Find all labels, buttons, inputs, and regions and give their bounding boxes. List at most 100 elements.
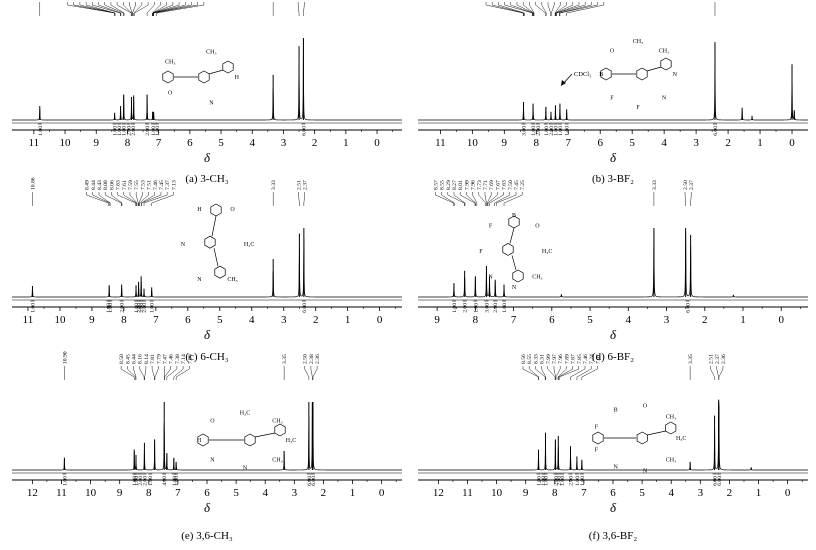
spectrum-panel-a: 1.00 1.001.001.002.002.00 2.00 1.001.00 6.00…	[12, 2, 402, 185]
molecule-atom-label: H₃C	[244, 242, 254, 248]
peak-label-leader	[486, 192, 492, 206]
molecule-atom-label: CH₃	[272, 458, 282, 464]
x-tick-label: 0	[785, 487, 791, 499]
ring-bond	[222, 60, 234, 74]
peak-label: 7.51	[147, 180, 153, 190]
chain-bond	[213, 248, 219, 267]
x-tick-label: 0	[778, 314, 784, 326]
peak-label-leader	[85, 2, 116, 16]
integration-value: 1.00	[560, 476, 566, 486]
molecule-atom-label: F	[610, 95, 614, 101]
x-tick-label: 6	[204, 487, 210, 499]
peak-label: 7.46	[583, 354, 589, 364]
peak-label-leader	[496, 192, 517, 206]
peak-label: 7.67	[495, 180, 501, 190]
integration-value: 2.00	[536, 126, 542, 136]
molecule-atom-label: CH₃	[165, 59, 175, 65]
peak-label: 7.96	[558, 354, 564, 364]
molecule-atom-label: B	[512, 213, 516, 219]
spectrum-panel-d: 1.00 2.00 1.00 3.00 2.00 1.00 6.009 8 7 6 5 4 3 2 1 0δ(…	[418, 180, 808, 363]
peak-label: 7.13	[171, 180, 177, 190]
molecule-atom-label: H₃C	[542, 249, 552, 255]
molecule-atom-label: CH₃	[272, 418, 282, 424]
x-tick-label: 11	[435, 137, 446, 149]
integration-value: 2.00	[138, 476, 144, 486]
integration-value: 2.00	[556, 476, 562, 486]
molecule-atom-label: N	[512, 285, 517, 291]
peak-label: 2.37	[689, 180, 695, 190]
peak-label: 2.37	[303, 180, 309, 190]
integration-value: 1.00	[155, 126, 161, 136]
peak-label-leader	[529, 2, 535, 16]
integration-value: 1.00	[580, 476, 586, 486]
peak-label: 8.44	[131, 354, 137, 364]
peak-label: 8.57	[433, 180, 439, 190]
peak-label-leader	[104, 2, 124, 16]
peak-label-leader	[447, 192, 465, 206]
peak-label: 8.08	[103, 180, 109, 190]
integration-value: 1.00	[502, 303, 508, 313]
x-tick-label: 4	[626, 314, 632, 326]
peak-label-leader	[143, 192, 168, 206]
peak-label-leader	[297, 2, 300, 16]
molecule-atom-label: O	[210, 418, 215, 424]
integration-value: 3.00	[484, 303, 490, 313]
peak-label-leader	[104, 192, 122, 206]
peak-label: 7.71	[483, 180, 489, 190]
x-tick-label: 8	[552, 487, 558, 499]
molecule-atom-label: N	[197, 277, 202, 283]
integration-value: 1.00	[30, 303, 36, 313]
peak-label: 8.16	[138, 354, 144, 364]
x-tick-label: 0	[374, 137, 380, 149]
ring-bond	[162, 70, 174, 84]
peak-label: 2.36	[315, 354, 321, 364]
peak-label-leader	[541, 366, 546, 380]
x-tick-label: 2	[313, 314, 319, 326]
peak-label: 7.61	[122, 180, 128, 190]
peak-label: 8.45	[125, 354, 131, 364]
molecule-atom-label: CH₃	[227, 277, 237, 283]
peak-label-leader	[555, 2, 567, 16]
peak-label: 8.29	[446, 180, 452, 190]
peak-label: 3.33	[652, 180, 658, 190]
x-tick-label: 9	[523, 487, 529, 499]
x-tick-label: 9	[117, 487, 123, 499]
x-tick-label: 4	[661, 137, 667, 149]
peak-label: 8.31	[540, 354, 546, 364]
peak-label-leader	[312, 366, 318, 380]
peak-label-leader	[151, 366, 155, 380]
peak-label: 7.06	[187, 354, 193, 364]
peak-label: 2.50	[303, 354, 309, 364]
peak-label: 7.81	[150, 354, 156, 364]
x-tick-label: 1	[345, 314, 351, 326]
peak-label-leader	[547, 2, 551, 16]
molecule-atom-label: F	[479, 249, 483, 255]
integration-value: 1.00	[150, 303, 156, 313]
peak-label-leader	[117, 192, 136, 206]
molecule-atom-label: N	[673, 72, 678, 78]
molecule-atom-label: CH₃	[633, 39, 643, 45]
x-axis-title: δ	[204, 150, 211, 165]
x-tick-label: 4	[668, 487, 674, 499]
molecule-atom-label: O	[230, 207, 235, 213]
peak-label-leader	[151, 192, 174, 206]
peak-label: 8.44	[91, 180, 97, 190]
molecule-atom-label: N	[243, 466, 248, 472]
integration-value: 1.00	[531, 126, 537, 136]
peak-label-leader	[555, 2, 574, 16]
peak-label-leader	[487, 192, 498, 206]
molecule-atom-label: N	[209, 100, 214, 106]
ring-bond	[636, 67, 648, 81]
x-axis-title: δ	[610, 500, 617, 515]
chain-bond	[211, 215, 217, 237]
peak-label-leader	[566, 2, 605, 16]
x-tick-label: 11	[56, 487, 67, 499]
integration-value: 1.00	[113, 126, 119, 136]
peak-label: 7.46	[153, 180, 159, 190]
x-tick-label: 7	[511, 314, 517, 326]
x-tick-label: 1	[343, 137, 349, 149]
peak-label-leader	[127, 366, 136, 380]
x-tick-label: 3	[281, 137, 287, 149]
peak-label: 7.59	[128, 180, 134, 190]
panel-caption: (d) 6-BF₂	[592, 351, 634, 363]
